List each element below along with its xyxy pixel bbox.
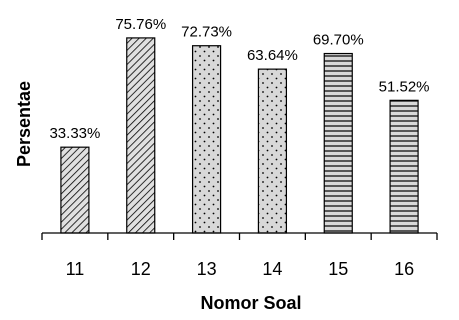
data-label-11: 33.33%	[49, 125, 100, 142]
data-label-16: 51.52%	[379, 78, 430, 95]
x-tick-label-12: 12	[131, 259, 151, 279]
x-tick-label-14: 14	[262, 259, 282, 279]
bar-13	[191, 45, 222, 234]
x-tick-label-15: 15	[328, 259, 348, 279]
data-labels-layer: 33.33% 75.76% 72.73% 63.64% 69.70% 51.52%	[49, 16, 429, 142]
bar-15	[323, 52, 353, 234]
bar-16	[389, 99, 419, 234]
x-tick-label-11: 11	[66, 259, 85, 279]
bar-11	[60, 146, 90, 234]
bars-layer	[60, 37, 419, 234]
data-label-14: 63.64%	[247, 47, 298, 64]
bar-12	[126, 37, 156, 234]
x-axis-title: Nomor Soal	[200, 293, 301, 313]
x-tick-label-13: 13	[197, 259, 217, 279]
data-label-12: 75.76%	[115, 16, 166, 33]
bar-14	[257, 68, 288, 234]
x-tick-label-16: 16	[394, 259, 414, 279]
x-ticks-layer: 11 12 13 14 15 16	[41, 233, 438, 279]
y-axis-title: Persentae	[14, 81, 34, 167]
data-label-15: 69.70%	[313, 32, 364, 49]
data-label-13: 72.73%	[181, 24, 232, 41]
